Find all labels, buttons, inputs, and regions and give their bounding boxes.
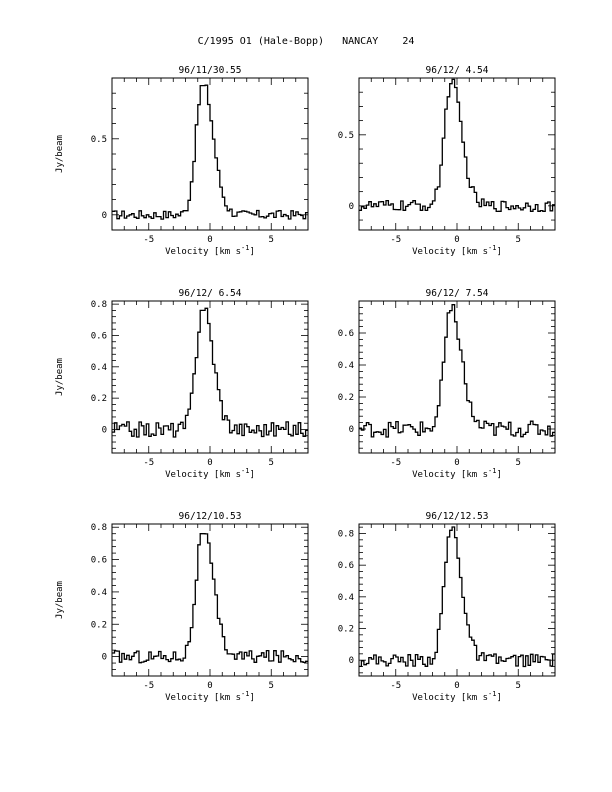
- panel-4: 96/12/ 7.54 -5 0 5 0 0.2 0.4 0.6 Velocity [km s-…: [338, 288, 556, 480]
- x-axis-label-sup: -1: [488, 690, 496, 698]
- panel-6: 96/12/12.53 -5 0 5 0 0.2 0.4 0.6 0.8 Velocity [km…: [338, 511, 556, 703]
- spectrum-line: [112, 84, 308, 220]
- spectrum-line: [112, 307, 308, 438]
- x-tick-label: -5: [143, 458, 154, 468]
- y-tick-label: 0.6: [91, 331, 107, 341]
- x-axis-label-main: Velocity [km s: [165, 247, 241, 257]
- spectrum-line: [112, 533, 308, 664]
- panel-2: 96/12/ 4.54 -5 0 5 0 0.5 Velocity [km s-1]: [338, 65, 556, 257]
- x-tick-label: 5: [269, 458, 274, 468]
- spectrum-line: [359, 526, 555, 668]
- y-tick-label: 0.5: [91, 135, 107, 145]
- x-axis-label: Velocity [km s-1]: [412, 467, 502, 480]
- y-tick-label: 0.4: [338, 593, 354, 603]
- panel-title: 96/12/ 7.54: [426, 288, 489, 299]
- x-axis-label-sup: -1: [241, 244, 249, 252]
- y-tick-label: 0.6: [338, 329, 354, 339]
- spectrum-line: [359, 78, 555, 213]
- x-tick-label: 5: [516, 235, 521, 245]
- y-tick-label: 0.6: [338, 561, 354, 571]
- panel-5: 96/12/10.53 -5 0 5 0 0.2 0.4 0.6 0.8 Velocity [km…: [55, 511, 309, 703]
- x-tick-label: 0: [207, 681, 212, 691]
- y-tick-label: 0.2: [91, 394, 107, 404]
- y-tick-label: 0.4: [91, 363, 107, 373]
- y-tick-label: 0: [102, 653, 107, 663]
- y-tick-label: 0.8: [91, 523, 107, 533]
- x-tick-label: 5: [516, 681, 521, 691]
- x-axis-label: Velocity [km s-1]: [165, 467, 255, 480]
- x-tick-label: 0: [454, 458, 459, 468]
- y-tick-label: 0.8: [91, 300, 107, 310]
- panel-title: 96/12/ 6.54: [179, 288, 242, 299]
- y-axis-label: Jy/beam: [55, 581, 65, 619]
- x-axis-label-tail: ]: [249, 470, 254, 480]
- panel-title: 96/12/ 4.54: [426, 65, 489, 76]
- y-tick-label: 0: [349, 656, 354, 666]
- y-axis-label: Jy/beam: [55, 358, 65, 396]
- x-axis-label-main: Velocity [km s: [165, 693, 241, 703]
- y-tick-label: 0.4: [91, 588, 107, 598]
- panel-title: 96/11/30.55: [179, 65, 242, 76]
- x-tick-label: -5: [143, 681, 154, 691]
- x-tick-label: -5: [390, 681, 401, 691]
- x-tick-label: -5: [390, 458, 401, 468]
- panel-title: 96/12/12.53: [426, 511, 489, 522]
- spectrum-line: [359, 304, 555, 438]
- y-axis-label: Jy/beam: [55, 135, 65, 173]
- y-tick-label: 0.2: [338, 393, 354, 403]
- y-tick-label: 0.2: [338, 625, 354, 635]
- plot-frame: [111, 77, 309, 231]
- y-tick-label: 0.5: [338, 131, 354, 141]
- x-axis-label: Velocity [km s-1]: [165, 690, 255, 703]
- x-axis-label: Velocity [km s-1]: [412, 244, 502, 257]
- y-tick-label: 0.6: [91, 556, 107, 566]
- x-axis-label-sup: -1: [488, 244, 496, 252]
- x-axis-label-main: Velocity [km s: [412, 247, 488, 257]
- x-axis-label-sup: -1: [241, 467, 249, 475]
- x-axis-label-tail: ]: [249, 693, 254, 703]
- x-tick-label: -5: [143, 235, 154, 245]
- x-axis-label: Velocity [km s-1]: [412, 690, 502, 703]
- y-tick-label: 0.8: [338, 530, 354, 540]
- x-tick-label: 5: [516, 458, 521, 468]
- x-axis-label-main: Velocity [km s: [165, 470, 241, 480]
- x-axis-label-tail: ]: [496, 247, 501, 257]
- x-axis-label-sup: -1: [241, 690, 249, 698]
- x-axis-label-tail: ]: [249, 247, 254, 257]
- x-tick-label: 0: [454, 681, 459, 691]
- page-title: C/1995 O1 (Hale-Bopp) NANCAY 24: [197, 36, 415, 47]
- x-tick-label: 0: [454, 235, 459, 245]
- x-tick-label: 0: [207, 458, 212, 468]
- x-axis-label-tail: ]: [496, 470, 501, 480]
- y-tick-label: 0.4: [338, 361, 354, 371]
- x-axis-label-tail: ]: [496, 693, 501, 703]
- x-tick-label: 5: [269, 235, 274, 245]
- y-tick-label: 0: [349, 202, 354, 212]
- y-tick-label: 0.2: [91, 620, 107, 630]
- panel-3: 96/12/ 6.54 -5 0 5 0 0.2 0.4 0.6 0.8 Velocity [km…: [55, 288, 309, 480]
- x-axis-label-main: Velocity [km s: [412, 693, 488, 703]
- y-tick-label: 0: [349, 425, 354, 435]
- x-tick-label: 0: [207, 235, 212, 245]
- y-tick-label: 0: [102, 211, 107, 221]
- panel-1: 96/11/30.55 -5 0 5 0 0.5 Velocity [km s-1] Jy/b…: [55, 65, 309, 257]
- x-axis-label-main: Velocity [km s: [412, 470, 488, 480]
- x-tick-label: -5: [390, 235, 401, 245]
- x-tick-label: 5: [269, 681, 274, 691]
- x-axis-label: Velocity [km s-1]: [165, 244, 255, 257]
- x-axis-label-sup: -1: [488, 467, 496, 475]
- y-tick-label: 0: [102, 425, 107, 435]
- panel-title: 96/12/10.53: [179, 511, 242, 522]
